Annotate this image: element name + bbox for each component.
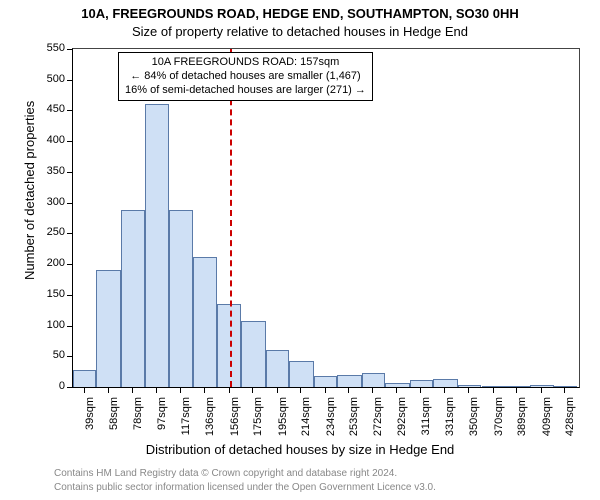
histogram-bar	[73, 370, 96, 387]
annotation-line3: 16% of semi-detached houses are larger (…	[125, 84, 366, 98]
chart-title-line2: Size of property relative to detached ho…	[0, 24, 600, 39]
histogram-bar	[433, 379, 458, 387]
y-tick	[67, 49, 73, 50]
histogram-bar	[385, 383, 410, 387]
y-tick-label: 0	[37, 380, 65, 392]
x-tick-label: 195sqm	[277, 397, 289, 437]
histogram-bar	[169, 210, 192, 387]
histogram-bar	[410, 380, 433, 387]
x-axis-label: Distribution of detached houses by size …	[0, 442, 600, 457]
x-tick-label: 117sqm	[180, 397, 192, 437]
x-tick	[564, 387, 565, 393]
histogram-bar	[121, 210, 144, 387]
histogram-bar	[362, 373, 385, 387]
y-tick-label: 400	[37, 134, 65, 146]
x-tick	[348, 387, 349, 393]
x-tick-label: 253sqm	[348, 397, 360, 437]
annotation-line1: 10A FREEGROUNDS ROAD: 157sqm	[125, 56, 366, 70]
y-tick	[67, 387, 73, 388]
x-tick-label: 136sqm	[204, 397, 216, 437]
y-axis-label: Number of detached properties	[22, 101, 37, 280]
x-tick	[372, 387, 373, 393]
y-tick-label: 500	[37, 73, 65, 85]
x-tick-label: 272sqm	[372, 397, 384, 437]
histogram-bar	[530, 385, 555, 387]
x-tick	[493, 387, 494, 393]
y-tick-label: 300	[37, 196, 65, 208]
y-tick	[67, 80, 73, 81]
x-tick-label: 97sqm	[156, 397, 168, 437]
y-tick	[67, 295, 73, 296]
x-tick	[180, 387, 181, 393]
x-tick-label: 409sqm	[541, 397, 553, 437]
x-tick	[300, 387, 301, 393]
chart-title-line1: 10A, FREEGROUNDS ROAD, HEDGE END, SOUTHA…	[0, 6, 600, 21]
x-tick-label: 156sqm	[229, 397, 241, 437]
y-tick-label: 100	[37, 319, 65, 331]
histogram-bar	[337, 375, 362, 387]
x-tick-label: 234sqm	[325, 397, 337, 437]
x-tick-label: 175sqm	[252, 397, 264, 437]
x-tick-label: 292sqm	[396, 397, 408, 437]
chart-container: { "title_line1": "10A, FREEGROUNDS ROAD,…	[0, 0, 600, 500]
annotation-line2: ← 84% of detached houses are smaller (1,…	[125, 70, 366, 84]
histogram-bar	[506, 386, 529, 387]
x-tick	[156, 387, 157, 393]
x-tick	[252, 387, 253, 393]
x-tick	[277, 387, 278, 393]
histogram-bar	[193, 257, 218, 387]
x-tick	[325, 387, 326, 393]
y-tick	[67, 110, 73, 111]
y-tick	[67, 356, 73, 357]
x-tick-label: 350sqm	[468, 397, 480, 437]
x-tick	[204, 387, 205, 393]
histogram-bar	[314, 376, 337, 387]
y-tick	[67, 264, 73, 265]
y-tick	[67, 141, 73, 142]
x-tick-label: 428sqm	[564, 397, 576, 437]
y-tick-label: 250	[37, 226, 65, 238]
x-tick	[420, 387, 421, 393]
y-tick-label: 350	[37, 165, 65, 177]
x-tick-label: 370sqm	[493, 397, 505, 437]
x-tick-label: 39sqm	[84, 397, 96, 437]
y-tick-label: 450	[37, 103, 65, 115]
histogram-bar	[554, 386, 576, 387]
x-tick	[229, 387, 230, 393]
x-tick-label: 311sqm	[420, 397, 432, 437]
y-tick-label: 50	[37, 349, 65, 361]
histogram-bar	[458, 385, 481, 387]
x-tick	[108, 387, 109, 393]
histogram-bar	[266, 350, 289, 387]
x-tick-label: 214sqm	[300, 397, 312, 437]
y-tick-label: 150	[37, 288, 65, 300]
y-tick	[67, 326, 73, 327]
y-tick	[67, 203, 73, 204]
x-tick-label: 331sqm	[444, 397, 456, 437]
footer-line2: Contains public sector information licen…	[54, 482, 436, 493]
x-tick-label: 389sqm	[516, 397, 528, 437]
x-tick	[84, 387, 85, 393]
x-tick	[516, 387, 517, 393]
histogram-bar	[241, 321, 266, 387]
histogram-bar	[145, 104, 170, 387]
x-tick-label: 78sqm	[132, 397, 144, 437]
y-tick-label: 550	[37, 42, 65, 54]
x-tick	[444, 387, 445, 393]
x-tick	[132, 387, 133, 393]
histogram-bar	[289, 361, 314, 387]
annotation-box: 10A FREEGROUNDS ROAD: 157sqm ← 84% of de…	[118, 52, 373, 101]
y-tick-label: 200	[37, 257, 65, 269]
x-tick	[468, 387, 469, 393]
y-tick	[67, 172, 73, 173]
footer-line1: Contains HM Land Registry data © Crown c…	[54, 468, 397, 479]
y-tick	[67, 233, 73, 234]
x-tick	[396, 387, 397, 393]
histogram-bar	[96, 270, 121, 387]
x-tick	[541, 387, 542, 393]
histogram-bar	[482, 386, 507, 387]
x-tick-label: 58sqm	[108, 397, 120, 437]
